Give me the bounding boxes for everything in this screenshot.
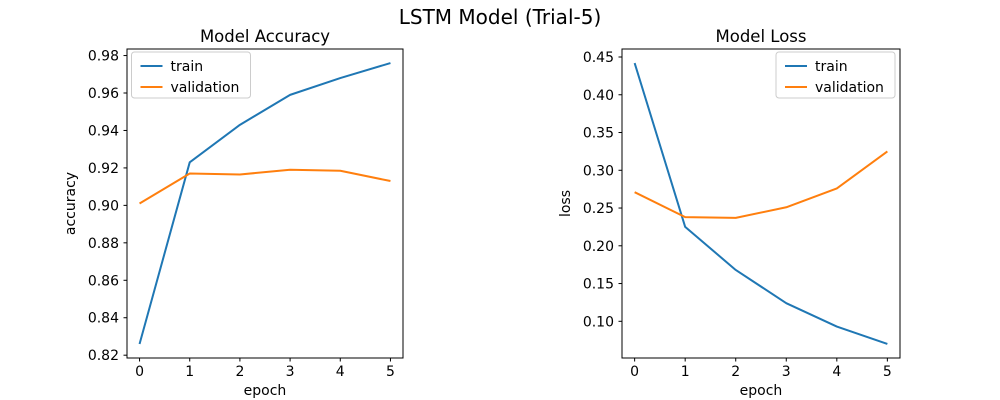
- legend-label-train: train: [171, 59, 204, 75]
- y-tick-label: 0.88: [88, 236, 119, 252]
- y-tick-label: 0.25: [583, 201, 614, 217]
- x-tick-label: 3: [286, 364, 295, 380]
- x-axis-ticks: 0 1 2 3 4 5: [135, 358, 395, 380]
- series-lines: [138, 62, 391, 345]
- legend: train validation: [775, 51, 896, 99]
- accuracy-chart: 0 1 2 3 4 5 0.82 0.84 0.86 0.88 0.90 0.92 0.94 0.96 0.…: [63, 27, 404, 399]
- x-tick-label: 4: [832, 364, 841, 380]
- loss-chart: 0 1 2 3 4 5 0.10 0.15 0.20 0.25 0.30 0.35 0.40 0.45 Mo…: [500, 0, 1000, 400]
- plot-area: [126, 48, 404, 359]
- x-tick-label: 2: [235, 364, 244, 380]
- x-tick-label: 0: [630, 364, 639, 380]
- y-axis-label: accuracy: [63, 172, 79, 235]
- validation-line: [139, 168, 391, 205]
- legend: train validation: [131, 51, 251, 99]
- y-tick-label: 0.94: [88, 123, 119, 139]
- y-axis-ticks: 0.10 0.15 0.20 0.25 0.30 0.35 0.40 0.45: [583, 50, 622, 330]
- model-loss-svg: 0 1 2 3 4 5 0.10 0.15 0.20 0.25 0.30 0.35 0.40 0.45 Mo…: [558, 27, 901, 399]
- x-tick-label: 4: [336, 364, 345, 380]
- y-tick-label: 0.96: [88, 86, 119, 102]
- y-axis-label: loss: [558, 190, 574, 217]
- y-tick-label: 0.35: [583, 126, 614, 142]
- train-line: [138, 62, 391, 345]
- x-tick-label: 1: [681, 364, 690, 380]
- y-tick-label: 0.45: [583, 50, 614, 66]
- validation-line: [634, 150, 888, 219]
- chart-title: Model Loss: [716, 27, 807, 46]
- x-tick-label: 0: [135, 364, 144, 380]
- y-tick-label: 0.84: [88, 311, 119, 327]
- x-tick-label: 5: [883, 364, 892, 380]
- figure-title: LSTM Model (Trial-5): [398, 5, 602, 29]
- y-tick-label: 0.10: [583, 314, 614, 330]
- y-tick-label: 0.20: [583, 239, 614, 255]
- y-tick-label: 0.82: [88, 348, 119, 364]
- series-lines: [633, 62, 888, 345]
- x-tick-label: 5: [386, 364, 395, 380]
- legend-label-validation: validation: [171, 80, 240, 96]
- x-axis-label: epoch: [244, 383, 287, 399]
- model-accuracy-svg: 0 1 2 3 4 50.820.840.860.880.900.920.940.960.…: [63, 27, 404, 399]
- plot-area: [621, 48, 901, 359]
- x-axis-ticks: 0 1 2 3 4 5: [630, 358, 892, 380]
- y-tick-label: 0.98: [88, 49, 119, 65]
- y-tick-label: 0.40: [583, 88, 614, 104]
- y-tick-label: 0.92: [88, 161, 119, 177]
- y-tick-label: 0.90: [88, 198, 119, 214]
- y-axis-ticks: 0.82 0.84 0.86 0.88 0.90 0.92 0.94 0.96 0.98: [88, 49, 127, 364]
- x-tick-label: 2: [731, 364, 740, 380]
- y-tick-label: 0.86: [88, 273, 119, 289]
- train-line: [633, 62, 888, 345]
- x-tick-label: 1: [185, 364, 194, 380]
- chart-title: Model Accuracy: [200, 27, 330, 46]
- legend-label-train: train: [815, 59, 848, 75]
- legend-label-validation: validation: [815, 80, 884, 96]
- y-tick-label: 0.15: [583, 277, 614, 293]
- x-axis-label: epoch: [740, 383, 783, 399]
- y-tick-label: 0.30: [583, 163, 614, 179]
- x-tick-label: 3: [782, 364, 791, 380]
